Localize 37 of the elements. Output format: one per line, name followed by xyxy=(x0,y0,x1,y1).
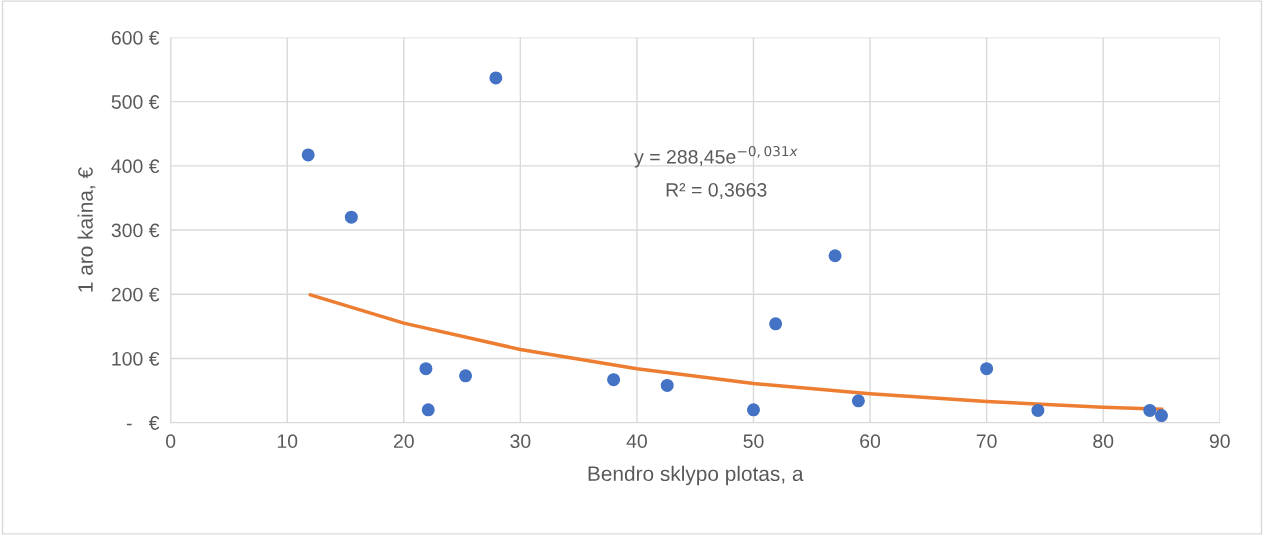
point xyxy=(421,403,435,417)
y-axis-title: 1 aro kaina, € xyxy=(77,167,96,292)
y-tick-label: - € xyxy=(126,416,160,430)
point xyxy=(828,249,842,263)
x-tick-label: 50 xyxy=(743,434,764,449)
y-tick-label: 200 € xyxy=(111,287,160,302)
x-tick-label: 0 xyxy=(165,434,176,449)
point xyxy=(660,378,674,392)
y-tick-label: 400 € xyxy=(111,159,160,174)
x-tick-label: 80 xyxy=(1093,434,1114,449)
annotation: R² = 0,3663 xyxy=(666,182,767,200)
x-tick-label: 40 xyxy=(626,434,647,449)
point xyxy=(607,373,621,387)
point xyxy=(980,362,994,376)
x-axis-title: Bendro sklypo plotas, a xyxy=(588,465,804,486)
x-tick-label: 10 xyxy=(277,434,298,449)
x-tick-label: 30 xyxy=(510,434,531,449)
point xyxy=(746,403,760,417)
point xyxy=(419,362,433,376)
point xyxy=(1031,403,1045,417)
point xyxy=(459,369,473,383)
x-tick-label: 70 xyxy=(976,434,997,449)
point xyxy=(1143,403,1157,417)
y-tick-label: 600 € xyxy=(111,30,160,45)
point xyxy=(344,210,358,224)
annotation: y = 288,45e$^{−0,031x}$ xyxy=(634,145,798,168)
point xyxy=(1154,409,1168,423)
y-tick-label: 300 € xyxy=(111,223,160,238)
x-tick-label: 90 xyxy=(1209,434,1230,449)
point xyxy=(769,317,783,331)
point xyxy=(301,148,315,162)
y-tick-label: 100 € xyxy=(112,351,160,366)
y-tick-label: 500 € xyxy=(111,95,160,109)
point xyxy=(851,394,865,408)
x-tick-label: 20 xyxy=(393,434,414,449)
point xyxy=(489,71,503,85)
x-tick-label: 60 xyxy=(860,434,881,449)
